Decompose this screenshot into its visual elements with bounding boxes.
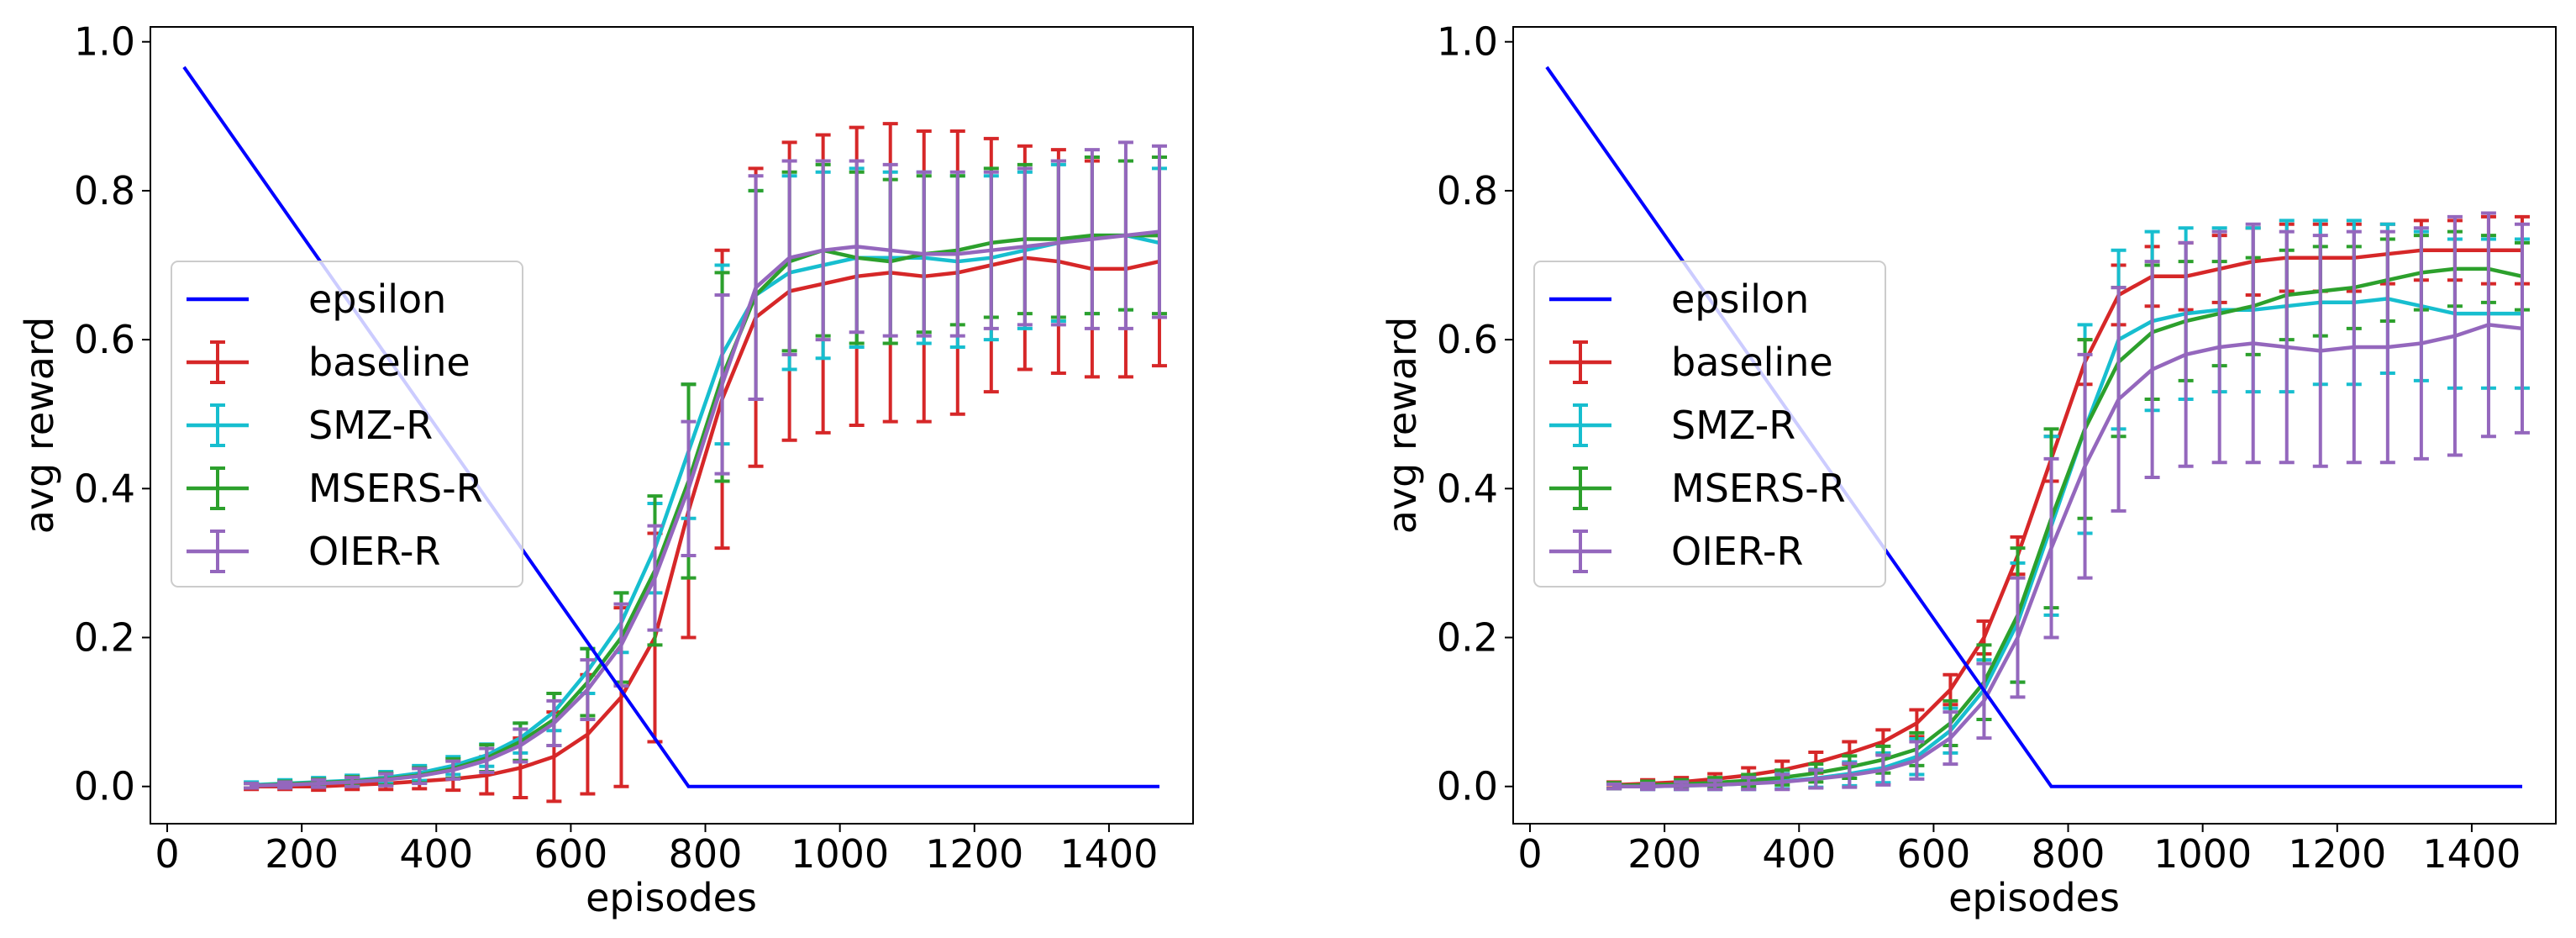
y-axis-label: avg reward: [1380, 317, 1425, 535]
y-tick-label: 0.8: [1437, 168, 1498, 213]
x-tick-label: 600: [1896, 831, 1970, 877]
x-tick-label: 0: [1517, 831, 1542, 877]
x-tick-label: 200: [1627, 831, 1701, 877]
tick-layer: 0 200 400 600 800 1000 1200 1400 0.0 0.2 0.4 0.6 0.8…: [1437, 19, 2521, 877]
x-axis-label: episodes: [1948, 875, 2120, 920]
y-tick-label: 0.0: [1437, 764, 1498, 809]
series-layer: [1545, 66, 2530, 792]
y-tick-label: 0.0: [74, 764, 135, 809]
x-tick-label: 600: [534, 831, 607, 877]
right-chart: 0 200 400 600 800 1000 1200 1400 0.0 0.2 0.4 0.6 0.8…: [1380, 19, 2557, 920]
x-tick-label: 400: [399, 831, 473, 877]
legend-label: epsilon: [308, 277, 446, 322]
series-line-msers-r: [1614, 266, 2523, 788]
series-oier-r: [1606, 211, 2530, 792]
x-tick-label: 800: [2032, 831, 2105, 877]
y-tick-label: 1.0: [1437, 19, 1498, 65]
x-tick-label: 1000: [791, 831, 889, 877]
x-tick-label: 400: [1762, 831, 1836, 877]
x-tick-label: 1000: [2153, 831, 2252, 877]
y-tick-label: 0.6: [1437, 317, 1498, 362]
series-line-oier-r: [1614, 323, 2523, 788]
legend-label: OIER-R: [308, 529, 441, 574]
legend-label: MSERS-R: [308, 466, 483, 511]
tick-layer: 0 200 400 600 800 1000 1200 1400 0.0 0.2 0.4 0.6 0.8…: [74, 19, 1159, 877]
x-tick-label: 1400: [1059, 831, 1158, 877]
series-line-baseline: [1614, 248, 2522, 788]
series-line-oier-r: [251, 229, 1160, 788]
series-layer: [182, 66, 1167, 804]
legend: epsilon baseline SMZ-R MSERS-R OIER-R: [171, 261, 523, 588]
plot-frame: [1512, 26, 2557, 825]
series-line-baseline: [251, 256, 1160, 788]
legend-box: [1533, 261, 1886, 588]
x-tick-label: 0: [155, 831, 179, 877]
plot-frame: [150, 26, 1194, 825]
x-axis-label: episodes: [586, 875, 757, 920]
x-tick-label: 1200: [2288, 831, 2386, 877]
x-tick-label: 200: [265, 831, 339, 877]
y-tick-label: 0.8: [74, 168, 135, 213]
y-tick-label: 0.2: [1437, 615, 1498, 661]
legend-label: baseline: [1671, 340, 1833, 385]
x-tick-label: 1200: [925, 831, 1023, 877]
y-tick-label: 0.2: [74, 615, 135, 661]
y-tick-label: 0.4: [74, 466, 135, 511]
series-oier-r: [244, 140, 1167, 790]
legend-label: epsilon: [1671, 277, 1809, 322]
y-tick-label: 0.4: [1437, 466, 1498, 511]
x-tick-label: 1400: [2422, 831, 2521, 877]
left-chart: 0 200 400 600 800 1000 1200 1400 0.0 0.2 0.4 0.6 0.8…: [17, 19, 1194, 920]
legend-label: MSERS-R: [1671, 466, 1846, 511]
legend-label: SMZ-R: [308, 403, 433, 448]
x-tick-label: 800: [669, 831, 743, 877]
y-tick-label: 0.6: [74, 317, 135, 362]
legend-label: OIER-R: [1671, 529, 1804, 574]
y-axis-label: avg reward: [17, 317, 62, 535]
legend-label: SMZ-R: [1671, 403, 1795, 448]
legend-box: [171, 261, 523, 588]
legend: epsilon baseline SMZ-R MSERS-R OIER-R: [1533, 261, 1886, 588]
legend-label: baseline: [308, 340, 471, 385]
y-tick-label: 1.0: [74, 19, 135, 65]
